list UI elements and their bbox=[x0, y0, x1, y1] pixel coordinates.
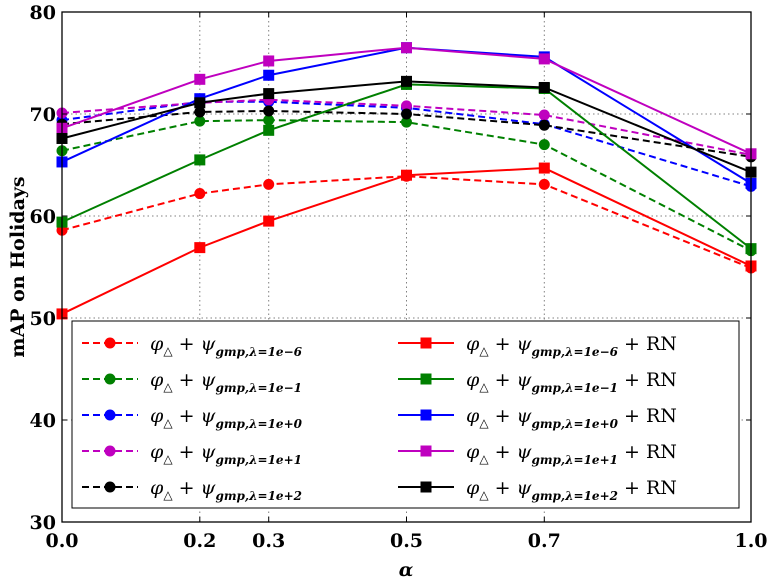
series-line bbox=[61, 167, 752, 315]
data-point bbox=[263, 105, 275, 117]
data-point bbox=[538, 139, 550, 151]
data-point bbox=[401, 108, 412, 120]
legend-swatch-marker bbox=[104, 373, 116, 385]
legend-label: φ△ + ψgmp,λ=1e+0 bbox=[150, 405, 303, 431]
legend-item: φ△ + ψgmp,λ=1e+1 bbox=[82, 441, 302, 467]
data-point bbox=[194, 106, 206, 118]
y-tick-label: 80 bbox=[30, 2, 56, 24]
data-point bbox=[263, 55, 275, 67]
legend-swatch-marker bbox=[420, 409, 432, 421]
series-line bbox=[61, 80, 752, 174]
y-tick-label: 60 bbox=[30, 206, 56, 228]
legend-swatch-marker bbox=[420, 337, 432, 349]
legend-item: φ△ + ψgmp,λ=1e−1 + RN bbox=[398, 369, 677, 395]
data-point bbox=[401, 169, 412, 181]
legend-swatch-marker bbox=[104, 337, 116, 349]
data-point bbox=[194, 242, 206, 254]
series-layer bbox=[56, 42, 757, 320]
legend-label: φ△ + ψgmp,λ=1e+1 + RN bbox=[466, 441, 677, 467]
data-point bbox=[194, 97, 206, 109]
series-line bbox=[61, 46, 752, 155]
data-point bbox=[538, 81, 550, 93]
y-tick-label: 40 bbox=[30, 410, 56, 432]
legend-item: φ△ + ψgmp,λ=1e+0 + RN bbox=[398, 405, 677, 431]
data-point bbox=[263, 215, 275, 227]
data-point bbox=[263, 124, 275, 136]
data-point bbox=[401, 75, 412, 87]
data-point bbox=[538, 53, 550, 65]
x-tick-label: 0.5 bbox=[390, 530, 423, 552]
legend-swatch-marker bbox=[104, 445, 116, 457]
data-point bbox=[194, 188, 206, 200]
legend-item: φ△ + ψgmp,λ=1e+2 + RN bbox=[398, 477, 677, 503]
data-point bbox=[263, 178, 275, 190]
legend-label: φ△ + ψgmp,λ=1e−6 + RN bbox=[466, 333, 677, 359]
x-tick-label: 1.0 bbox=[734, 530, 767, 552]
x-axis-label: α bbox=[399, 559, 414, 581]
data-point bbox=[538, 119, 550, 131]
series-line bbox=[61, 83, 752, 250]
legend-label: φ△ + ψgmp,λ=1e+2 bbox=[150, 477, 302, 503]
y-tick-label: 30 bbox=[30, 512, 56, 534]
data-point bbox=[263, 88, 275, 100]
legend-item: φ△ + ψgmp,λ=1e−1 bbox=[82, 369, 302, 395]
data-point bbox=[263, 114, 275, 126]
y-tick-label: 50 bbox=[30, 308, 56, 330]
series-line bbox=[61, 109, 752, 158]
y-axis-label: mAP on Holidays bbox=[7, 176, 29, 357]
legend-swatch-marker bbox=[420, 373, 432, 385]
series-line bbox=[61, 98, 752, 156]
x-tick-label: 0.0 bbox=[45, 530, 78, 552]
legend-swatch-marker bbox=[104, 481, 116, 493]
data-point bbox=[194, 73, 206, 85]
legend-swatch-marker bbox=[420, 481, 432, 493]
legend-item: φ△ + ψgmp,λ=1e−6 bbox=[82, 333, 303, 359]
legend-item: φ△ + ψgmp,λ=1e+0 bbox=[82, 405, 303, 431]
ticks: 0.0 0.2 0.3 0.5 0.7 1.0 30 40 50 60 70 80 bbox=[30, 2, 768, 552]
data-point bbox=[538, 109, 550, 121]
legend-label: φ△ + ψgmp,λ=1e−1 bbox=[150, 369, 302, 395]
y-tick-label: 70 bbox=[30, 104, 56, 126]
legend-item: φ△ + ψgmp,λ=1e+1 + RN bbox=[398, 441, 677, 467]
legend-label: φ△ + ψgmp,λ=1e+0 + RN bbox=[466, 405, 677, 431]
x-tick-label: 0.3 bbox=[252, 530, 285, 552]
data-point bbox=[263, 69, 275, 81]
data-point bbox=[401, 42, 412, 54]
legend-swatch-marker bbox=[104, 409, 116, 421]
series-line bbox=[61, 175, 752, 269]
legend-label: φ△ + ψgmp,λ=1e+2 + RN bbox=[466, 477, 677, 503]
legend-label: φ△ + ψgmp,λ=1e−6 bbox=[150, 333, 303, 359]
legend-label: φ△ + ψgmp,λ=1e+1 bbox=[150, 441, 302, 467]
legend-swatch-marker bbox=[420, 445, 432, 457]
data-point bbox=[194, 115, 206, 127]
x-tick-label: 0.2 bbox=[183, 530, 216, 552]
legend-item: φ△ + ψgmp,λ=1e−6 + RN bbox=[398, 333, 677, 359]
legend-item: φ△ + ψgmp,λ=1e+2 bbox=[82, 477, 302, 503]
legend-label: φ△ + ψgmp,λ=1e−1 + RN bbox=[466, 369, 677, 395]
data-point bbox=[194, 154, 206, 166]
x-tick-label: 0.7 bbox=[528, 530, 561, 552]
data-point bbox=[538, 162, 550, 174]
legend: φ△ + ψgmp,λ=1e−6 φ△ + ψgmp,λ=1e−1 φ△ + ψgm… bbox=[71, 320, 740, 509]
series-line bbox=[61, 119, 752, 252]
data-point bbox=[538, 178, 550, 190]
